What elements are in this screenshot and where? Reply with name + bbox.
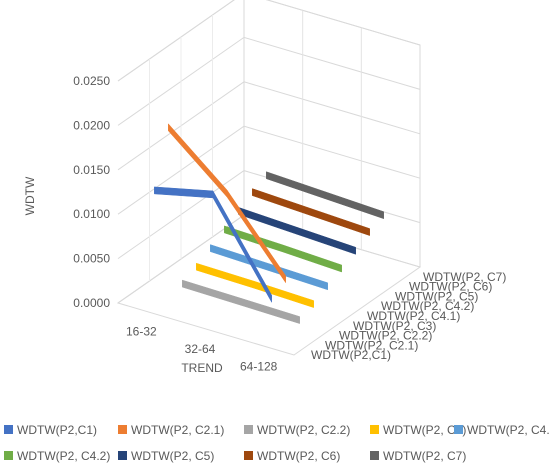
series-ribbon [196, 262, 314, 308]
ribbon-segment [196, 262, 256, 289]
depth-tick-label: WDTW(P2, C6) [409, 280, 492, 294]
depth-tick-label: WDTW(P2, C3) [353, 319, 436, 333]
legend-swatch [244, 451, 253, 460]
ribbon-segment [254, 281, 314, 308]
ribbon-segment [266, 171, 326, 200]
y-tick-label: 0.0100 [73, 207, 110, 221]
y-tick-label: 0.0150 [73, 163, 110, 177]
gridline [117, 0, 421, 82]
ribbon-segment [268, 263, 328, 291]
legend-label: WDTW(P2, C2.1) [131, 423, 224, 437]
ribbon-segment [210, 244, 270, 272]
legend-label: WDTW(P2,C1) [17, 423, 97, 437]
legend-swatch [370, 425, 379, 434]
legend-swatch [4, 425, 13, 434]
ribbon-segment [282, 244, 342, 273]
chart-legend: WDTW(P2,C1) WDTW(P2, C2.1) WDTW(P2, C2.2) W… [4, 423, 550, 463]
depth-tick-label: WDTW(P2, C4.2) [381, 299, 474, 313]
depth-tick-label: WDTW(P2, C5) [395, 289, 478, 303]
ribbon-segment [154, 186, 214, 199]
depth-tick-label: WDTW(P2, C4.1) [367, 309, 460, 323]
legend-item: WDTW(P2, C4.2) [4, 449, 110, 463]
legend-label: WDTW(P2, C2.2) [257, 423, 350, 437]
x-tick-label: 32-64 [185, 342, 216, 356]
legend-swatch [4, 451, 13, 460]
ribbon-segment [226, 189, 286, 284]
ribbon-segment [310, 208, 370, 236]
legend-swatch [370, 451, 379, 460]
series-ribbon [238, 206, 356, 255]
series-ribbon [168, 123, 286, 284]
legend-swatch [454, 425, 463, 434]
depth-tick-label: WDTW(P2, C7) [423, 270, 506, 284]
y-axis-ticks: 0.0000 0.0050 0.0100 0.0150 0.0200 0.0250 [73, 74, 110, 310]
y-tick-label: 0.0050 [73, 252, 110, 266]
legend-item: WDTW(P2, C4.1) [454, 423, 550, 437]
chart-gridlines [117, 0, 421, 304]
ribbon-segment [182, 279, 242, 306]
y-tick-label: 0.0200 [73, 118, 110, 132]
y-tick-label: 0.0250 [73, 74, 110, 88]
x-tick-label: 16-32 [126, 325, 157, 339]
x-tick-label: 64-128 [240, 359, 278, 373]
legend-item: WDTW(P2, C6) [244, 449, 340, 463]
y-axis-title: WDTW [23, 176, 37, 215]
gridline [117, 36, 421, 126]
depth-tick-label: WDTW(P2, C2.2) [339, 329, 432, 343]
legend-item: WDTW(P2, C2.2) [244, 423, 350, 437]
legend-label: WDTW(P2, C5) [131, 449, 214, 463]
ribbon-segment [324, 191, 384, 220]
series-ribbon [224, 225, 342, 273]
series-ribbons [154, 123, 384, 324]
legend-label: WDTW(P2, C6) [257, 449, 340, 463]
ribbon-segment [212, 189, 272, 304]
ribbon-segment [296, 226, 356, 255]
series-ribbon [154, 186, 272, 304]
legend-item: WDTW(P2, C2.1) [118, 423, 224, 437]
legend-label: WDTW(P2, C7) [383, 449, 466, 463]
legend-item: WDTW(P2, C3) [370, 423, 466, 437]
ribbon-segment [240, 297, 300, 324]
depth-tick-label: WDTW(P2, C2.1) [325, 338, 418, 352]
legend-swatch [118, 425, 127, 434]
legend-swatch [244, 425, 253, 434]
series-ribbon [182, 279, 300, 324]
legend-item: WDTW(P2,C1) [4, 423, 97, 437]
x-axis-ticks: 16-32 32-64 64-128 [126, 325, 278, 374]
gridline [117, 81, 421, 171]
series-ribbon [252, 188, 370, 236]
x-axis-title: TREND [181, 361, 223, 375]
legend-label: WDTW(P2, C3) [383, 423, 466, 437]
ribbon-segment [168, 123, 228, 198]
series-ribbon [266, 171, 384, 220]
legend-label: WDTW(P2, C4.1) [467, 423, 550, 437]
y-tick-label: 0.0000 [73, 296, 110, 310]
legend-item: WDTW(P2, C5) [118, 449, 214, 463]
legend-item: WDTW(P2, C7) [370, 449, 466, 463]
legend-label: WDTW(P2, C4.2) [17, 449, 110, 463]
depth-axis-ticks: WDTW(P2,C1)WDTW(P2, C2.1)WDTW(P2, C2.2)W… [311, 270, 506, 362]
legend-swatch [118, 451, 127, 460]
depth-tick-label: WDTW(P2,C1) [311, 348, 391, 362]
